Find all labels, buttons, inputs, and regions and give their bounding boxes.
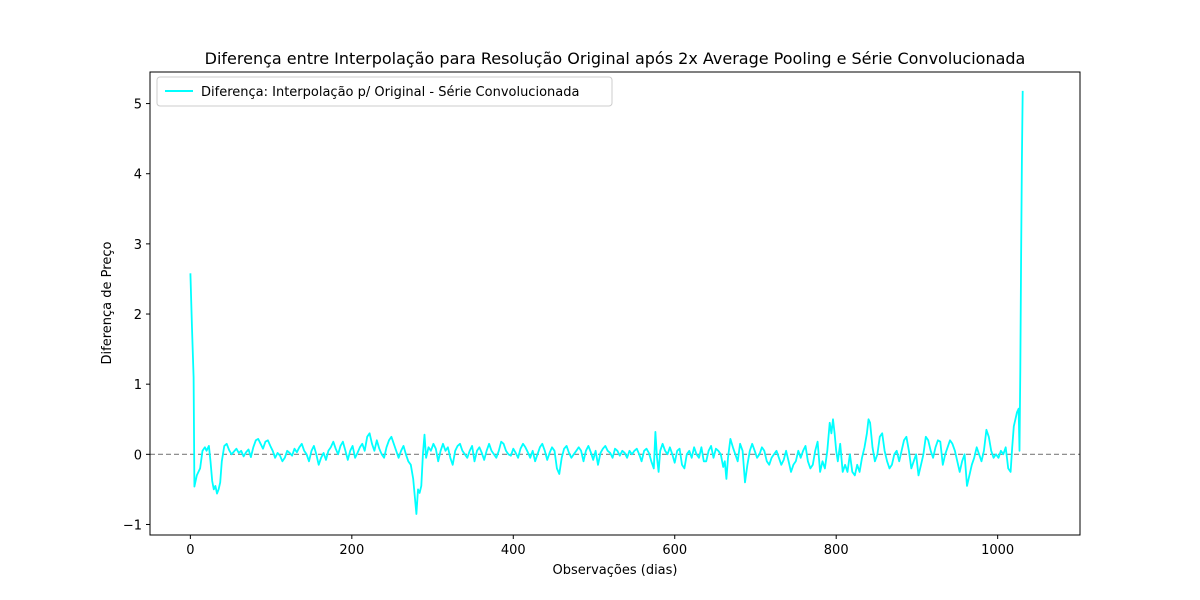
axes-frame <box>149 71 1081 536</box>
y-tick-label: 4 <box>134 168 142 183</box>
x-tick-label: 1000 <box>981 543 1014 558</box>
series-line <box>189 90 1024 515</box>
legend: Diferença: Interpolação p/ Original - Sé… <box>156 76 613 107</box>
x-axis-title: Observações (dias) <box>552 563 677 578</box>
y-tick-label: −1 <box>123 518 142 533</box>
chart-title: Diferença entre Interpolação para Resolu… <box>205 49 1026 68</box>
legend-box <box>156 76 613 107</box>
x-tick-label: 800 <box>824 543 849 558</box>
y-tick-label: 1 <box>134 378 142 393</box>
legend-label: Diferença: Interpolação p/ Original - Sé… <box>201 85 579 100</box>
y-tick-label: 3 <box>134 238 142 253</box>
y-tick-label: 5 <box>134 98 142 113</box>
x-tick-label: 200 <box>339 543 364 558</box>
y-tick-label: 2 <box>134 308 142 323</box>
y-axis-title: Diferença de Preço <box>100 242 115 365</box>
x-tick-label: 600 <box>662 543 687 558</box>
y-tick-label: 0 <box>134 448 142 463</box>
x-tick-label: 0 <box>186 543 194 558</box>
x-tick-label: 400 <box>501 543 526 558</box>
plot-area: 0 200 400 600 800 1000 −1 0 1 2 3 4 5 <box>123 71 1081 558</box>
